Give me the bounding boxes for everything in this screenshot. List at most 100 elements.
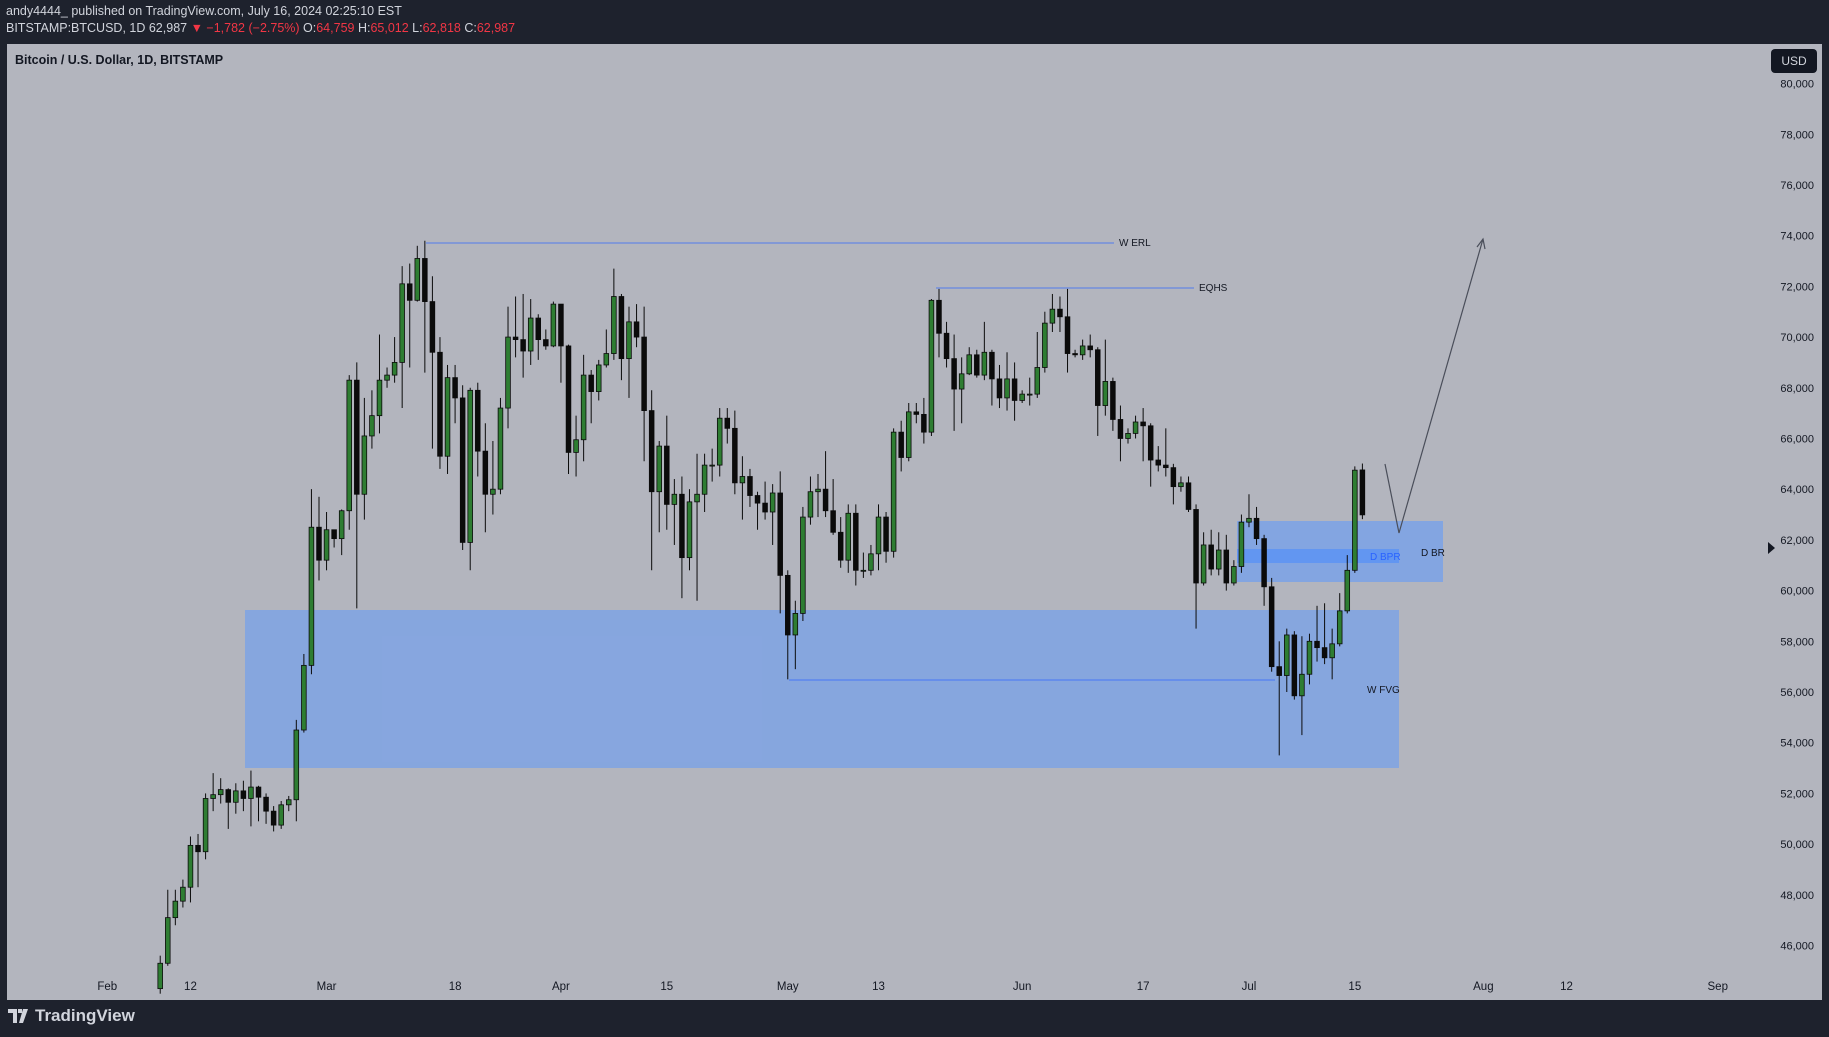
candle-body [603,353,610,366]
candle-body [656,445,662,493]
candle-body [996,378,1003,399]
last-price: 62,987 [148,21,188,35]
candle-body [1193,509,1199,584]
candle-body [875,516,882,555]
author-line: andy4444_ published on TradingView.com, … [6,4,402,18]
y-tick-label: 76,000 [1780,180,1814,192]
candle-body [739,476,746,484]
candle-body [989,351,995,380]
candle-body [1185,482,1192,510]
candle-body [391,362,398,376]
currency-button[interactable] [1771,49,1817,73]
candle-body [694,493,700,503]
ohlc-0-label: O: [303,21,317,35]
ohlc-0-value: 64,759 [316,21,355,35]
candle-body [868,553,874,571]
ohlc-3-label: C: [464,21,477,35]
candle-body [966,354,972,375]
candle-body [898,431,904,458]
y-tick-label: 58,000 [1780,636,1814,648]
candle-body [890,431,897,552]
candle-body [1215,549,1222,570]
candle-body [679,493,685,559]
candle-body [754,495,761,504]
candle-body [459,397,466,543]
candle-body [1359,469,1366,516]
candle-body [195,844,201,853]
candle-body [369,415,375,437]
candle-body [716,417,723,466]
y-tick-label: 56,000 [1780,687,1814,699]
candle-body [1042,322,1048,368]
x-tick-label: 15 [1348,981,1361,993]
x-tick-label: Apr [552,981,570,993]
candle-body [1079,345,1086,356]
candle-body [981,351,988,376]
d-br-label: D BR [1421,548,1445,559]
candle-body [180,886,186,902]
candle-body [1336,610,1343,645]
ohlc-2-value: 62,818 [422,21,461,35]
d-bpr-zone [1237,549,1399,563]
candle-body [822,488,829,512]
candle-body [1026,393,1033,396]
candle-body [497,407,504,490]
candle-body [1117,419,1124,439]
candle-body [429,301,436,353]
candle-body [1352,469,1358,571]
ohlc-2-label: L: [412,21,423,35]
candle-body [217,789,224,796]
currency-label[interactable]: USD [1781,54,1807,68]
candle-body [406,283,413,301]
candle-body [301,664,307,731]
y-tick-label: 80,000 [1780,79,1814,91]
chart-title: Bitcoin / U.S. Dollar, 1D, BITSTAMP [15,53,223,67]
candle-body [1231,566,1237,584]
candle-body [596,364,602,392]
candle-body [1329,643,1335,659]
price-change: ▼ −1,782 (−2.75%) [190,21,300,35]
candle-body [747,476,753,496]
candle-body [664,445,670,505]
candle-body [1019,393,1025,401]
candle-body [1261,538,1267,588]
footer-brand: TradingView [35,1006,135,1025]
candle-body [1057,308,1063,318]
candle-body [550,303,557,347]
x-tick-label: Feb [97,981,117,993]
candle-body [278,804,284,826]
candle-body [346,379,352,512]
candle-body [1238,521,1245,567]
candle-body [769,492,776,513]
candle-body [376,379,383,417]
d-bpr-label: D BPR [1370,552,1401,563]
x-tick-label: 13 [872,981,885,993]
candle-body [1276,666,1282,676]
candle-body [1110,381,1116,420]
candle-body [580,374,587,441]
candle-body [913,411,920,415]
candle-body [845,512,852,561]
candle-body [618,296,625,360]
y-tick-label: 64,000 [1780,484,1814,496]
candle-body [482,450,489,495]
w-fvg-zone [245,610,1399,768]
w-erl-label: W ERL [1119,238,1151,249]
y-tick-label: 46,000 [1780,941,1814,953]
y-tick-label: 68,000 [1780,383,1814,395]
candle-body [1163,464,1169,469]
candle-body [399,283,405,363]
candle-body [1291,634,1298,697]
candle-body [1344,569,1351,612]
ohlc-1-label: H: [357,21,371,35]
candle-body [165,917,171,964]
projection-arrow [1384,238,1484,534]
x-tick-label: 18 [449,981,462,993]
candle-body [943,332,950,360]
candle-body [338,510,345,540]
ohlc-3-value: 62,987 [476,21,516,35]
candle-body [1208,544,1214,570]
y-tick-label: 62,000 [1780,535,1814,547]
candle-body [1299,673,1305,697]
